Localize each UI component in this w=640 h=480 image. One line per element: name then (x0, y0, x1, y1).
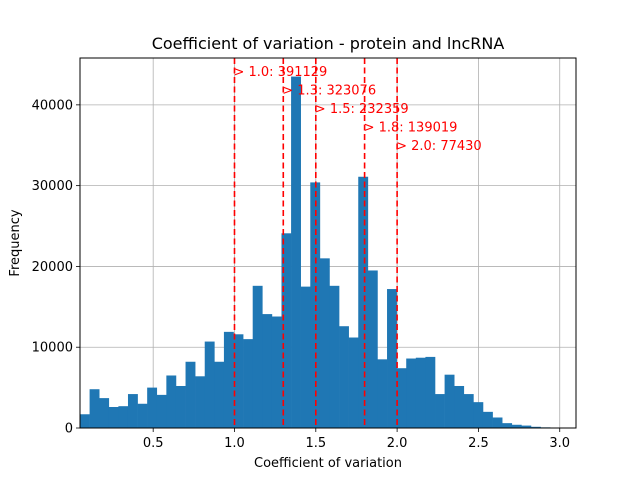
histogram-bar (435, 394, 445, 428)
histogram-bar (521, 425, 532, 428)
plot-frame (79, 57, 577, 429)
histogram-bar (195, 376, 206, 428)
histogram-bar (387, 289, 397, 428)
x-tick-label: 2.5 (468, 436, 489, 451)
histogram-bar (406, 358, 417, 428)
histogram-bar (482, 411, 493, 428)
y-tick-label: 40000 (32, 98, 73, 113)
histogram-bar (80, 414, 90, 428)
histogram-bar (137, 403, 148, 428)
histogram-bar (156, 394, 167, 428)
histogram-bar (492, 417, 503, 428)
histogram-bar (358, 176, 369, 428)
histogram-bar (108, 406, 119, 428)
histogram-bar (463, 394, 474, 428)
histogram-bar (243, 339, 254, 428)
y-tick-label: 10000 (32, 341, 73, 356)
histogram-bar (147, 387, 158, 428)
threshold-label: > 1.3: 323076 (282, 84, 376, 99)
histogram-bar (175, 385, 186, 428)
histogram-bar (89, 389, 100, 428)
histogram-bar (204, 341, 215, 428)
histogram-bar (262, 314, 273, 428)
histogram-bar (511, 424, 522, 428)
histogram-bar (223, 331, 234, 428)
x-axis: 0.5 1.0 1.5 2.0 2.5 3.0 (143, 428, 570, 451)
x-tick-label: 0.5 (143, 436, 164, 451)
histogram-bar (377, 359, 388, 428)
histogram-bar (454, 385, 465, 428)
histogram-bar (367, 270, 378, 428)
histogram-bar (319, 258, 330, 428)
histogram-bar (166, 375, 177, 428)
threshold-label: > 2.0: 77430 (396, 139, 482, 154)
histogram-bar (233, 334, 244, 428)
x-tick-label: 3.0 (549, 436, 570, 451)
bars-layer (80, 76, 561, 429)
threshold-layer: > 1.0: 391129 > 1.3: 323076 > 1.5: 232359 >… (233, 58, 482, 428)
histogram-bar (396, 368, 407, 428)
x-tick-label: 1.0 (224, 436, 245, 451)
y-tick-label: 30000 (32, 179, 73, 194)
x-tick-label: 1.5 (305, 436, 326, 451)
histogram-bar (271, 316, 282, 428)
histogram-bar (99, 398, 110, 428)
histogram-bar (339, 326, 349, 428)
histogram-bar (291, 76, 301, 429)
threshold-label: > 1.5: 232359 (315, 102, 409, 117)
x-tick-label: 2.0 (387, 436, 408, 451)
histogram-bar (252, 285, 263, 428)
histogram-bar (444, 374, 455, 428)
histogram-bar (329, 285, 340, 428)
histogram-bar (118, 406, 129, 428)
x-axis-label: Coefficient of variation (254, 456, 402, 471)
histogram-bar (473, 402, 484, 428)
histogram-bar (348, 337, 359, 428)
histogram-bar (425, 356, 436, 428)
y-axis: 0 10000 20000 30000 40000 (32, 98, 80, 437)
chart-title: Coefficient of variation - protein and l… (152, 34, 505, 53)
y-tick-label: 20000 (32, 260, 73, 275)
y-axis-label: Frequency (8, 209, 23, 276)
histogram-bar (127, 394, 138, 428)
histogram-bar (530, 426, 541, 428)
histogram-bar (185, 361, 196, 428)
threshold-label: > 1.8: 139019 (364, 121, 458, 136)
histogram-bar (300, 286, 311, 428)
y-tick-label: 0 (65, 422, 73, 437)
histogram-bar (214, 361, 225, 428)
histogram-bar (415, 357, 426, 428)
histogram-bar (502, 423, 513, 428)
threshold-label: > 1.0: 391129 (233, 65, 327, 80)
histogram-bar (281, 233, 292, 428)
